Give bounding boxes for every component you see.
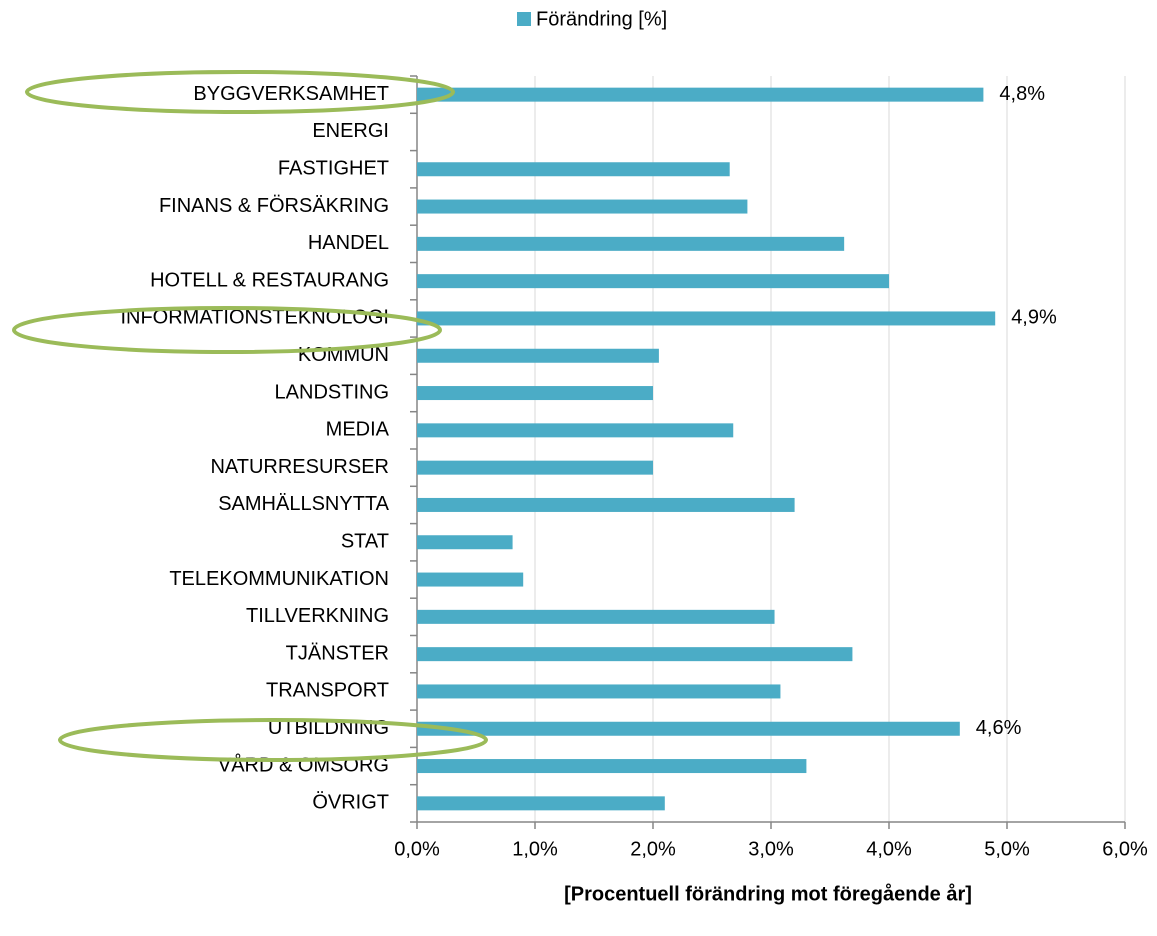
bar — [417, 236, 845, 251]
x-tick-label: 2,0% — [630, 838, 676, 860]
legend-swatch — [517, 12, 531, 26]
y-tick-label: NATURRESURSER — [210, 456, 389, 478]
bar — [417, 162, 730, 177]
x-tick-label: 5,0% — [984, 838, 1030, 860]
y-tick-label: TILLVERKNING — [246, 605, 389, 627]
bar — [417, 684, 781, 699]
y-tick-label: ENERGI — [312, 120, 389, 142]
x-axis-title: [Procentuell förändring mot föregående å… — [564, 882, 972, 905]
x-tick-label: 0,0% — [394, 838, 440, 860]
bar — [417, 497, 795, 512]
bar — [417, 535, 513, 550]
bar — [417, 311, 996, 326]
bar — [417, 572, 524, 587]
bar — [417, 199, 748, 214]
bar — [417, 721, 960, 736]
y-tick-label: TJÄNSTER — [286, 642, 389, 664]
y-tick-label: HANDEL — [308, 232, 389, 254]
y-tick-label: TRANSPORT — [266, 680, 389, 702]
bar — [417, 609, 775, 624]
bar — [417, 386, 653, 401]
x-tick-label: 6,0% — [1102, 838, 1148, 860]
legend-label: Förändring [%] — [536, 8, 667, 30]
x-tick-label: 4,0% — [866, 838, 912, 860]
highlight-ellipse — [58, 718, 488, 762]
y-tick-label: SAMHÄLLSNYTTA — [218, 493, 389, 515]
bar — [417, 87, 984, 102]
bar — [417, 348, 659, 363]
x-tick-label: 3,0% — [748, 838, 794, 860]
y-tick-label: FASTIGHET — [278, 158, 389, 180]
data-label: 4,8% — [999, 83, 1045, 105]
data-label: 4,6% — [976, 717, 1022, 739]
bar — [417, 759, 807, 774]
x-tick-label: 1,0% — [512, 838, 558, 860]
y-tick-label: BYGGVERKSAMHET — [193, 83, 389, 105]
highlight-ellipse — [25, 70, 455, 114]
y-tick-label: STAT — [341, 531, 389, 553]
highlight-ellipse — [12, 306, 442, 354]
bar — [417, 460, 653, 475]
y-tick-label: MEDIA — [326, 419, 390, 441]
y-tick-label: TELEKOMMUNIKATION — [169, 568, 389, 590]
y-tick-label: ÖVRIGT — [312, 792, 389, 814]
bar — [417, 423, 734, 438]
bar — [417, 647, 853, 662]
y-tick-label: HOTELL & RESTAURANG — [150, 269, 389, 291]
bar — [417, 274, 889, 289]
y-tick-label: LANDSTING — [275, 381, 389, 403]
y-tick-label: FINANS & FÖRSÄKRING — [159, 195, 389, 217]
data-label: 4,9% — [1011, 307, 1057, 329]
bar — [417, 796, 665, 811]
